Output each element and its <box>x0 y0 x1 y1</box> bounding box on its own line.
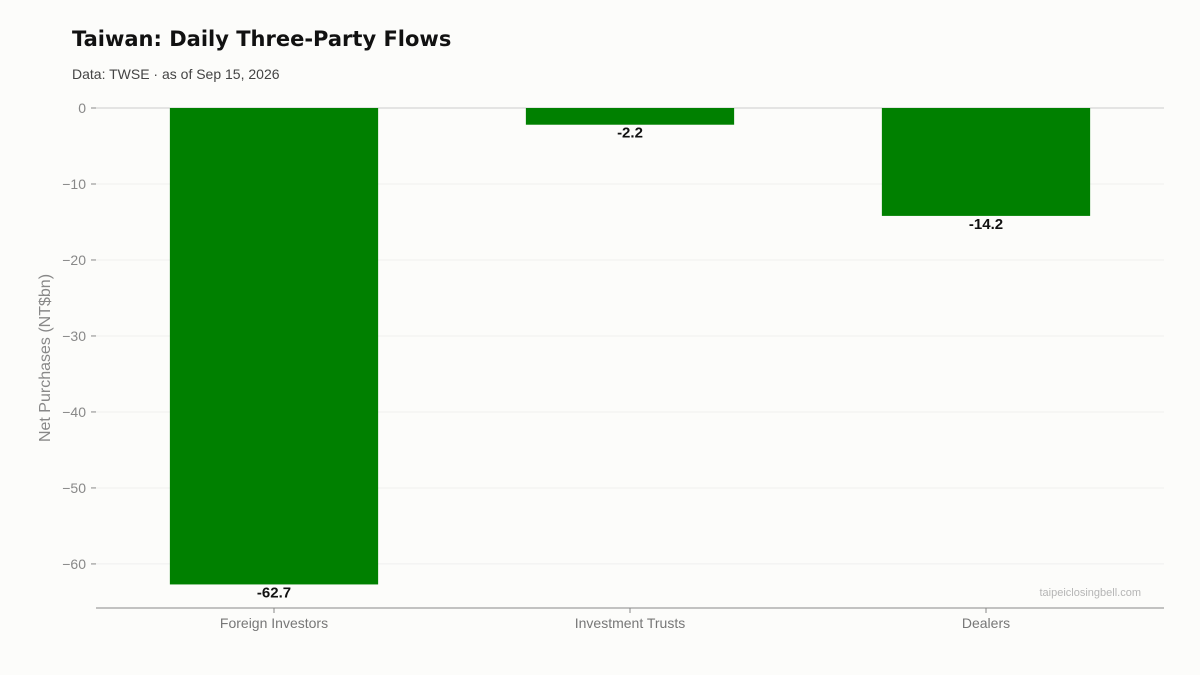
y-tick-label: −20 <box>62 252 86 268</box>
y-tick-label: −30 <box>62 328 86 344</box>
chart-title: Taiwan: Daily Three-Party Flows <box>72 27 452 51</box>
axes: 0 −10 −20 −30 −40 −50 −60 Foreign Investors Inve… <box>62 100 1164 631</box>
y-tick-label: −40 <box>62 404 86 420</box>
data-label: -62.7 <box>257 584 291 601</box>
y-tick-label: 0 <box>78 100 86 116</box>
bar <box>525 108 735 125</box>
x-tick-label: Dealers <box>962 615 1010 631</box>
bar <box>169 108 379 585</box>
y-axis-label: Net Purchases (NT$bn) <box>37 274 54 442</box>
data-labels: -62.7 -2.2 -14.2 <box>257 125 1003 602</box>
watermark: taipeiclosingbell.com <box>1040 587 1142 599</box>
bar <box>881 108 1091 216</box>
data-label: -14.2 <box>969 216 1003 233</box>
x-tick-label: Investment Trusts <box>575 615 685 631</box>
x-tick-label: Foreign Investors <box>220 615 328 631</box>
data-label: -2.2 <box>617 125 643 142</box>
y-tick-label: −50 <box>62 480 86 496</box>
chart-subtitle: Data: TWSE · as of Sep 15, 2026 <box>72 66 280 82</box>
bars <box>169 108 1091 585</box>
y-tick-label: −10 <box>62 176 86 192</box>
y-tick-label: −60 <box>62 556 86 572</box>
